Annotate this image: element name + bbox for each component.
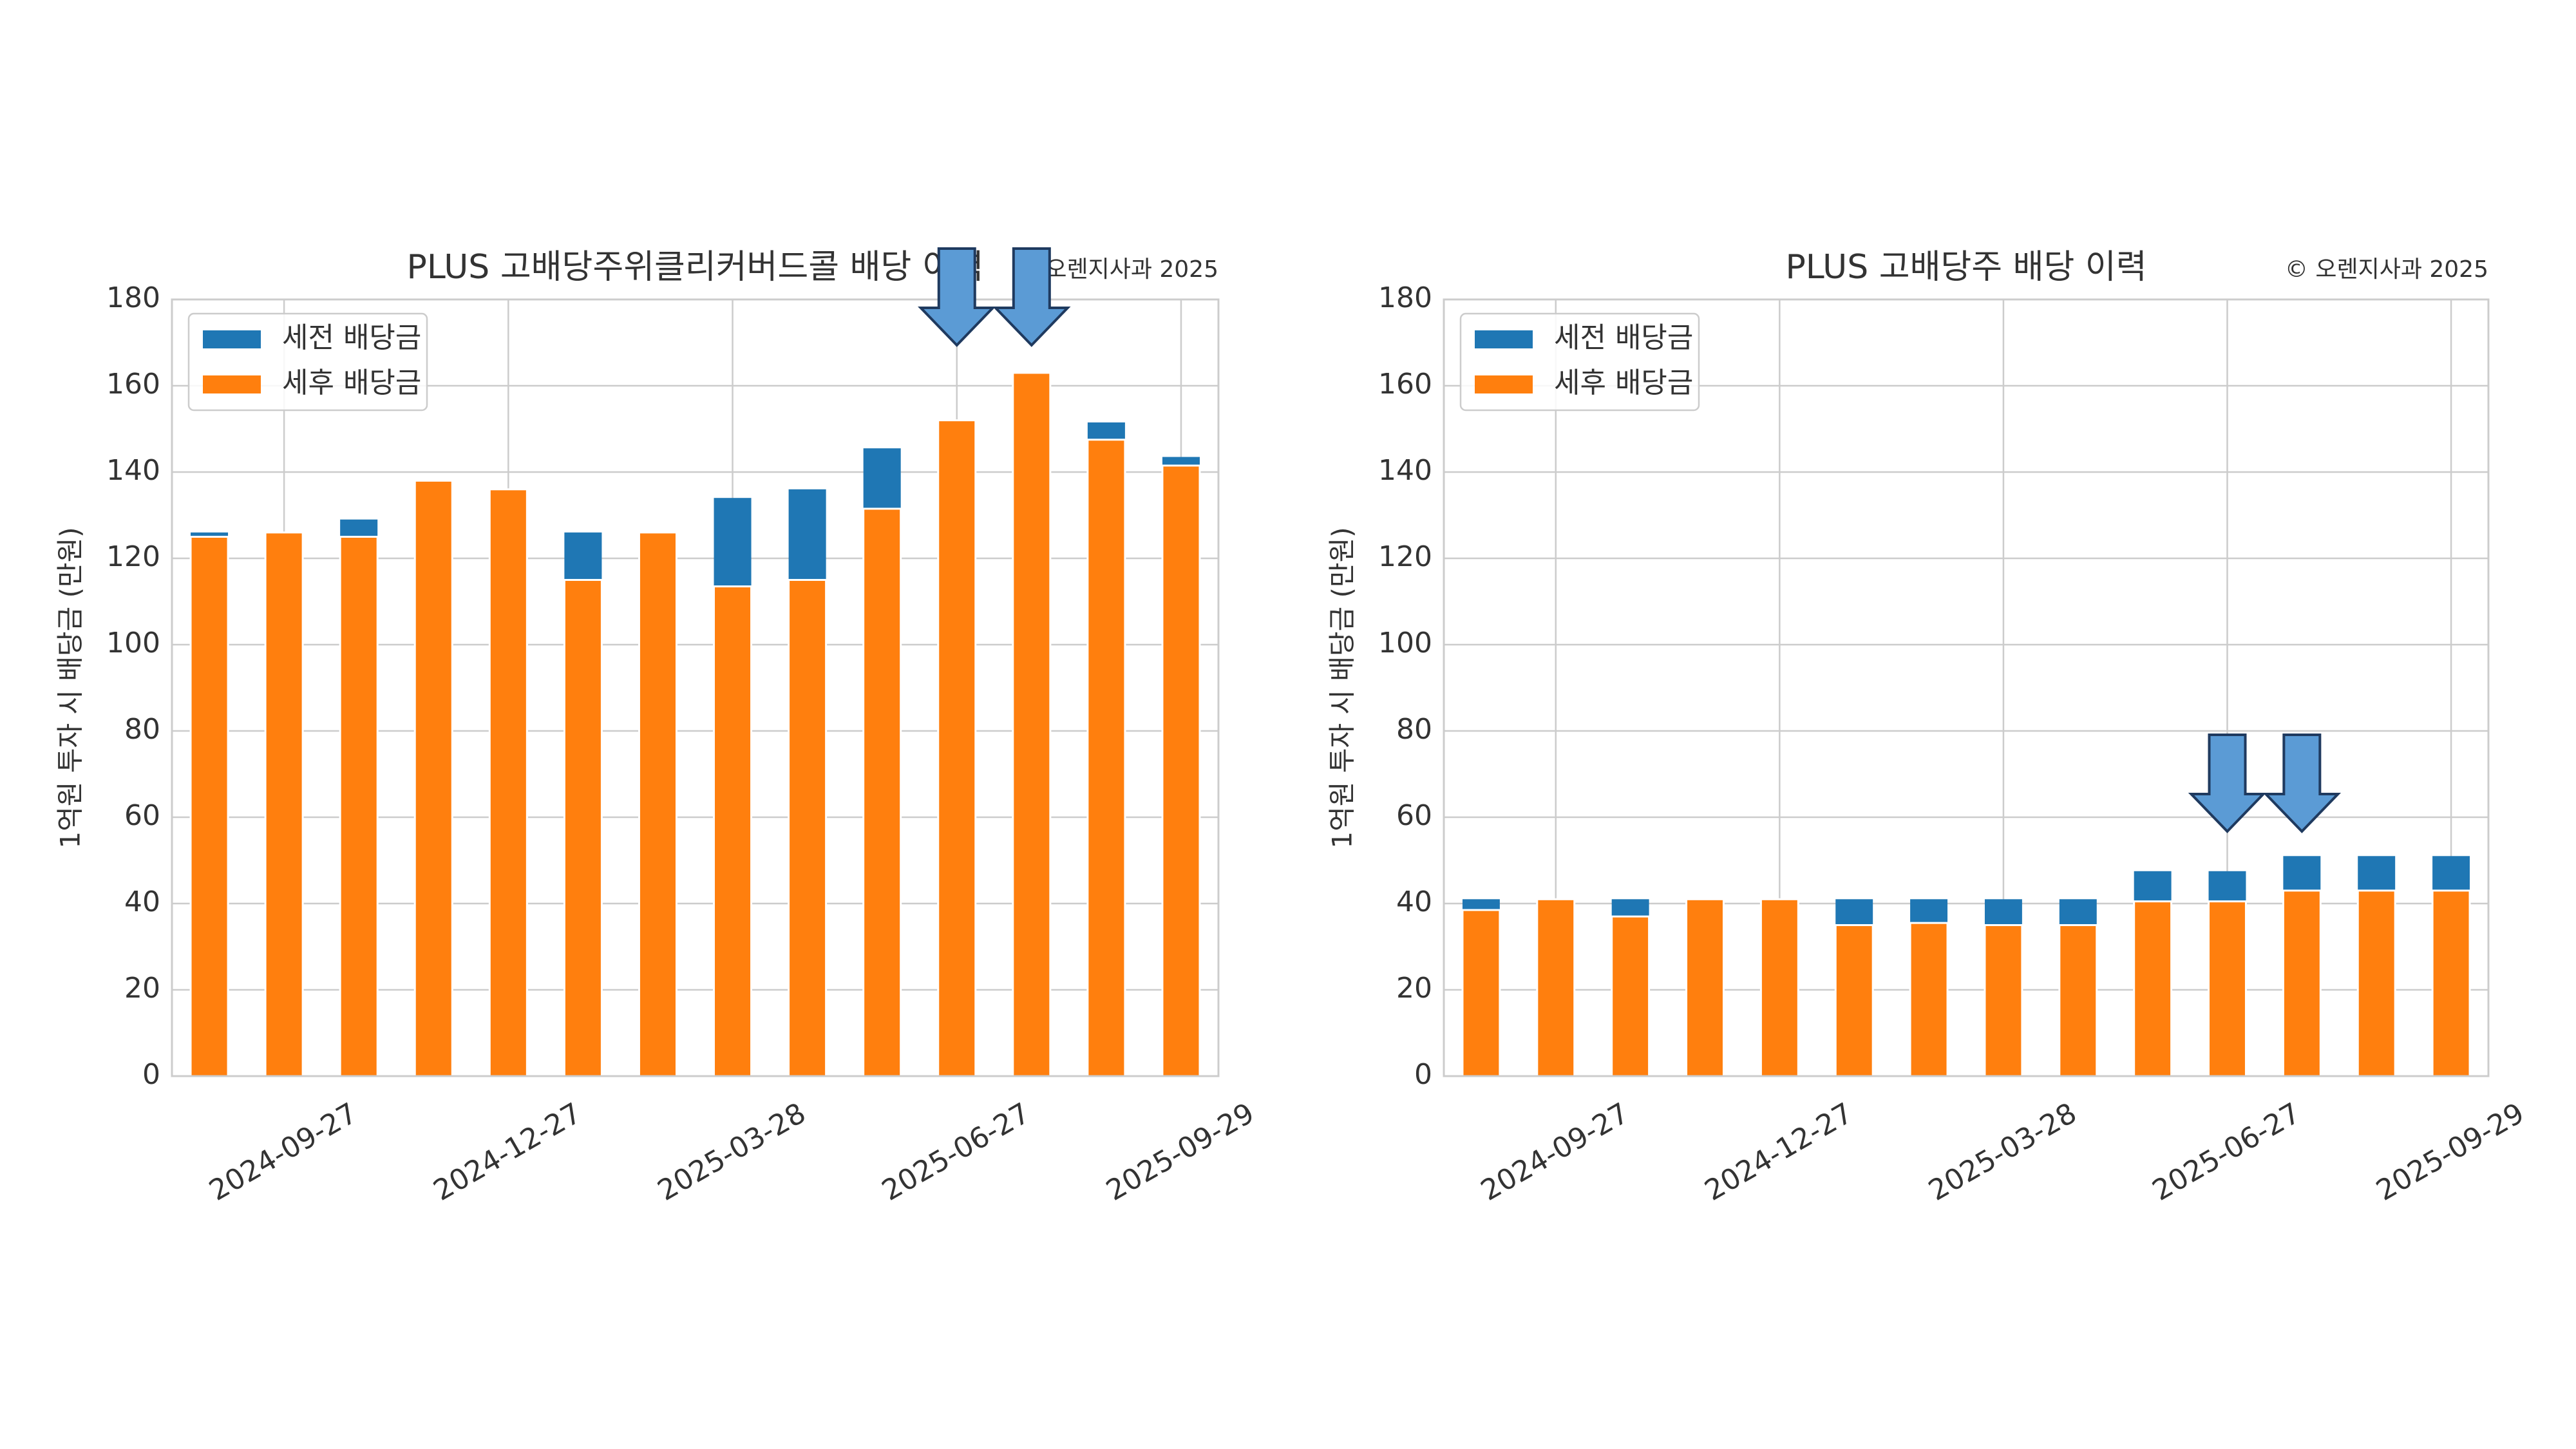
y-tick-label: 60: [1396, 799, 1432, 832]
bar: [563, 579, 603, 1077]
bar: [937, 419, 977, 1077]
x-tick-label: 2025-06-27: [876, 1097, 1036, 1208]
y-axis-label: 1억원 투자 시 배당금 (만원): [55, 527, 86, 848]
bar: [1611, 915, 1651, 1077]
y-tick-label: 120: [106, 540, 160, 573]
bar: [339, 536, 379, 1077]
bar: [1984, 924, 2023, 1077]
x-tick-label: 2025-09-29: [1101, 1097, 1260, 1208]
legend-label: 세후 배당금: [1554, 366, 1693, 399]
bar: [2058, 924, 2098, 1077]
arrow: [918, 247, 996, 347]
legend-swatch: [1475, 330, 1533, 348]
bar: [1161, 464, 1201, 1077]
legend-label: 세전 배당금: [1554, 321, 1693, 354]
y-tick-label: 100: [1378, 627, 1432, 659]
bar: [1461, 909, 1501, 1077]
bar: [488, 488, 528, 1077]
bar: [2208, 900, 2247, 1077]
legend-swatch: [1475, 375, 1533, 393]
bar: [1012, 372, 1052, 1077]
y-tick-label: 60: [124, 799, 160, 832]
y-tick-label: 20: [124, 972, 160, 1005]
bar: [1759, 898, 1799, 1077]
legend-swatch: [203, 375, 261, 393]
y-tick-label: 160: [106, 368, 160, 401]
bar: [1834, 924, 1874, 1077]
y-tick-label: 140: [1378, 454, 1432, 487]
y-tick-label: 80: [124, 713, 160, 746]
legend-swatch: [203, 330, 261, 348]
bar: [788, 579, 828, 1077]
bar: [1086, 439, 1126, 1077]
y-tick-label: 40: [124, 886, 160, 918]
bar: [413, 479, 453, 1077]
chart-title: PLUS 고배당주위클리커버드콜 배당 이력: [407, 248, 984, 287]
x-tick-label: 2024-12-27: [428, 1097, 587, 1208]
bar: [264, 531, 304, 1077]
bar: [2356, 889, 2396, 1077]
y-axis-label: 1억원 투자 시 배당금 (만원): [1327, 527, 1358, 848]
y-tick-label: 120: [1378, 540, 1432, 573]
y-tick-label: 140: [106, 454, 160, 487]
bar: [2282, 889, 2322, 1077]
y-tick-label: 180: [106, 281, 160, 314]
bar: [1909, 922, 1949, 1077]
y-tick-label: 160: [1378, 368, 1432, 401]
arrow: [2262, 734, 2342, 833]
annotation: © 오렌지사과 2025: [2285, 256, 2488, 283]
arrow: [2188, 734, 2267, 833]
y-tick-label: 40: [1396, 886, 1432, 918]
x-tick-label: 2024-09-27: [1475, 1097, 1634, 1208]
bar: [2431, 889, 2471, 1077]
y-tick-label: 20: [1396, 972, 1432, 1005]
x-tick-label: 2025-03-28: [1923, 1097, 2082, 1208]
x-tick-label: 2024-09-27: [204, 1097, 363, 1208]
x-tick-label: 2025-06-27: [2147, 1097, 2306, 1208]
bar: [189, 536, 229, 1077]
y-tick-label: 180: [1378, 281, 1432, 314]
axes-frame: [1443, 298, 2490, 1077]
x-tick-label: 2025-09-29: [2371, 1097, 2530, 1208]
bar: [638, 531, 677, 1077]
chart-title: PLUS 고배당주 배당 이력: [1785, 248, 2146, 287]
y-tick-label: 0: [142, 1058, 160, 1091]
bar: [862, 507, 902, 1077]
y-tick-label: 100: [106, 627, 160, 659]
y-tick-label: 80: [1396, 713, 1432, 746]
y-tick-label: 0: [1414, 1058, 1432, 1091]
bar: [1536, 898, 1576, 1077]
bar: [713, 585, 753, 1077]
bar: [1685, 898, 1725, 1077]
bar: [2133, 900, 2173, 1077]
legend-label: 세후 배당금: [282, 366, 421, 399]
x-tick-label: 2025-03-28: [652, 1097, 811, 1208]
legend-label: 세전 배당금: [282, 321, 421, 354]
axes-frame: [171, 298, 1220, 1077]
arrow: [992, 247, 1071, 347]
x-tick-label: 2024-12-27: [1700, 1097, 1859, 1208]
